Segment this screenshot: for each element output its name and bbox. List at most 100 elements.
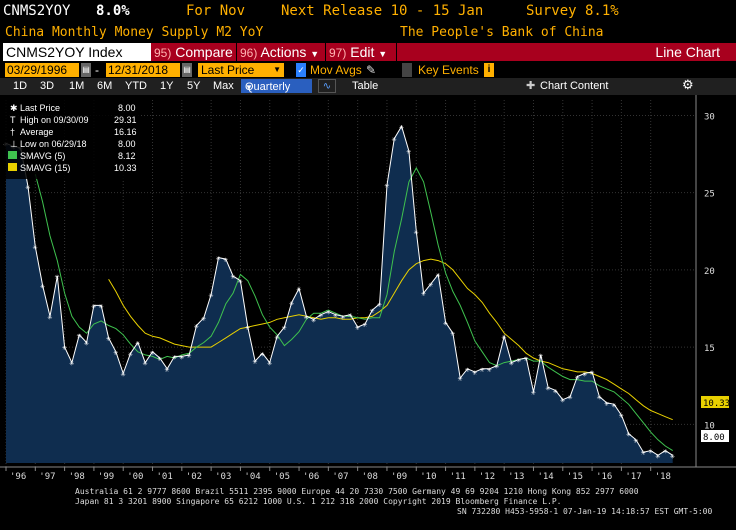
last-value-tag-sma15: 10.33 <box>701 396 730 409</box>
price-line <box>5 125 673 456</box>
line-chart-icon[interactable]: ∿ <box>318 79 336 93</box>
index-label: CNMS2YOY Index <box>6 44 123 60</box>
range-3d[interactable]: 3D <box>40 80 55 92</box>
pencil-icon[interactable]: ✎ <box>366 63 377 77</box>
info-icon[interactable]: i <box>484 63 494 77</box>
legend-sma5-label: SMAVG (5) <box>20 151 65 161</box>
price-point: ✳ <box>516 356 521 365</box>
y-tick-label: 20 <box>704 267 715 277</box>
frequency-select[interactable]: Quarterly ▼ <box>241 79 312 93</box>
price-point: ✳ <box>165 365 170 374</box>
current-value: 8.0% <box>96 3 130 19</box>
price-point: ✳ <box>597 393 602 402</box>
price-last-value: 8.00 <box>703 433 725 443</box>
security-header: CNMS2YOY 8.0% For Nov Next Release 10 - … <box>0 0 736 24</box>
legend-low-value: 8.00 <box>118 139 136 149</box>
x-tick-label: '98 <box>69 472 85 482</box>
edit-button[interactable]: 97) Edit ▼ <box>326 43 396 61</box>
chart-content-button[interactable]: Chart Content <box>540 80 609 92</box>
price-point: ✳ <box>399 122 404 131</box>
price-point: ✳ <box>568 393 573 402</box>
legend-sma15-label: SMAVG (15) <box>20 163 70 173</box>
price-point: ✳ <box>612 400 617 409</box>
start-calendar-icon[interactable]: ▤ <box>81 63 91 77</box>
price-point: ✳ <box>494 362 499 371</box>
key-events-checkbox[interactable] <box>402 63 412 77</box>
y-axis: 10 15 20 25 30 <box>0 95 736 468</box>
footer-contacts-1: Australia 61 2 9777 8600 Brazil 5511 239… <box>75 487 639 496</box>
price-point: ✳ <box>634 436 639 445</box>
price-point: ✳ <box>458 374 463 383</box>
price-point: ✳ <box>33 243 38 252</box>
price-point: ✳ <box>509 359 514 368</box>
x-tick-label: '07 <box>332 472 348 482</box>
settings-gear-icon[interactable]: ⚙ <box>682 77 694 92</box>
range-6m[interactable]: 6M <box>97 80 113 92</box>
y-tick-label: 30 <box>704 112 715 122</box>
range-1d[interactable]: 1D <box>13 80 28 92</box>
mov-avgs-label[interactable]: Mov Avgs <box>310 63 362 77</box>
actions-number: 96) <box>240 46 258 60</box>
field-select[interactable]: Last Price ▼ <box>198 63 284 77</box>
price-point: ✳ <box>179 352 184 361</box>
price-point: ✳ <box>341 312 346 321</box>
price-point: ✳ <box>414 227 419 236</box>
x-tick-label: '01 <box>157 472 173 482</box>
price-point: ✳ <box>113 348 118 357</box>
range-1m[interactable]: 1M <box>69 80 85 92</box>
index-field[interactable]: CNMS2YOY Index <box>3 43 151 61</box>
legend-low-icon: ⊥ <box>10 139 18 149</box>
x-tick-label: '05 <box>274 472 290 482</box>
price-point: ✳ <box>99 301 104 310</box>
key-events-label[interactable]: Key Events <box>418 63 479 77</box>
smavg15-line <box>108 258 673 421</box>
chart-type[interactable]: Line Chart <box>397 43 736 61</box>
x-tick-label: '13 <box>508 472 524 482</box>
price-point: ✳ <box>641 448 646 457</box>
next-release: Next Release 10 - 15 Jan <box>281 3 484 19</box>
price-point: ✳ <box>187 351 192 360</box>
x-tick-label: '06 <box>303 472 319 482</box>
price-point: ✳ <box>626 430 631 439</box>
range-ytd[interactable]: YTD <box>125 80 147 92</box>
legend-high-label: High on 09/30/09 <box>20 115 89 125</box>
price-point: ✳ <box>267 359 272 368</box>
price-point: ✳ <box>297 284 302 293</box>
price-point: ✳ <box>582 369 587 378</box>
range-1y[interactable]: 1Y <box>160 80 174 92</box>
price-point: ✳ <box>282 323 287 332</box>
compare-button[interactable]: 95) Compare <box>151 43 236 61</box>
price-point: ✳ <box>670 451 675 460</box>
price-point: ✳ <box>55 272 60 281</box>
line-chart: ✳ ✳ ✳ ✳ ✳ ✳ ✳ ✳ ✳ ✳ ✳ ✳ ✳ ✳ ✳ ✳ ✳ ✳ ✳ ✳ ✳ ✳ ✳ ✳ ✳ ✳ ✳ ✳ ✳ ✳ ✳ ✳ ✳ ✳ ✳ ✳ ✳ ✳ ✳ ✳… <box>0 95 736 482</box>
legend-low-label: Low on 06/29/18 <box>20 139 87 149</box>
price-point: ✳ <box>304 312 309 321</box>
x-tick-label: '04 <box>244 472 260 482</box>
price-point: ✳ <box>648 447 653 456</box>
ticker: CNMS2YOY <box>3 3 71 19</box>
range-max[interactable]: Max <box>213 80 234 92</box>
table-button[interactable]: Table <box>352 80 379 92</box>
price-point: ✳ <box>84 339 89 348</box>
price-point: ✳ <box>106 334 111 343</box>
x-tick-label: '10 <box>420 472 436 482</box>
legend-sma5-swatch <box>8 151 17 159</box>
price-point: ✳ <box>531 388 536 397</box>
start-date: 03/29/1996 <box>7 63 68 77</box>
y-tick-label: 15 <box>704 344 715 354</box>
y-tick-label: 10 <box>704 421 715 431</box>
actions-button[interactable]: 96) Actions ▼ <box>237 43 325 61</box>
end-date-input[interactable]: 12/31/2018 <box>106 63 180 77</box>
end-calendar-icon[interactable]: ▤ <box>182 63 192 77</box>
x-tick-label: '11 <box>450 472 466 482</box>
legend-sma15-swatch <box>8 163 17 171</box>
mov-avgs-checkbox[interactable]: ✓ <box>296 63 306 77</box>
security-title: China Monthly Money Supply M2 YoY <box>5 25 264 40</box>
start-date-input[interactable]: 03/29/1996 <box>5 63 79 77</box>
price-point: ✳ <box>663 447 668 456</box>
price-point: ✳ <box>406 147 411 156</box>
range-5y[interactable]: 5Y <box>187 80 201 92</box>
actions-dropdown-icon: ▼ <box>310 49 320 59</box>
price-point: ✳ <box>575 372 580 381</box>
price-point: ✳ <box>370 306 375 315</box>
